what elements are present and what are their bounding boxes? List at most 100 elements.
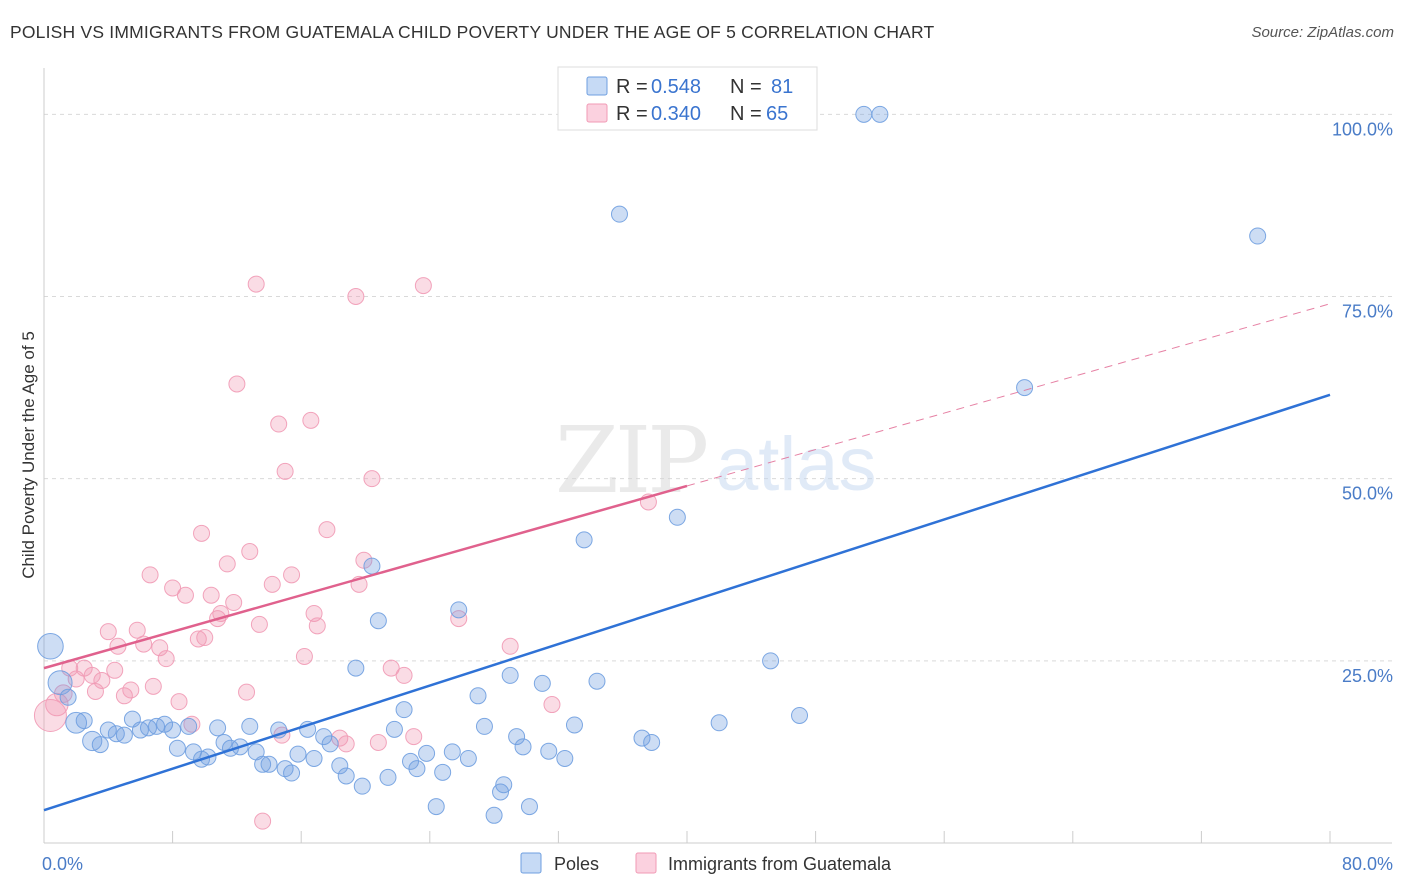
point-poles: [501, 666, 519, 684]
point-poles: [427, 798, 445, 816]
point-poles: [443, 743, 461, 761]
point-poles: [610, 205, 628, 223]
point-poles: [91, 736, 109, 754]
point-poles: [588, 672, 606, 690]
point-poles: [168, 739, 186, 757]
point-poles: [495, 776, 513, 794]
bottom-legend-swatch-guatemala: [635, 852, 657, 874]
point-guatemala: [405, 728, 423, 746]
legend-n-label-guatemala: N =: [730, 103, 762, 125]
point-guatemala: [450, 610, 468, 628]
legend-r-value-poles: 0.548: [651, 76, 701, 98]
point-poles: [459, 749, 477, 767]
point-poles: [402, 752, 420, 770]
point-guatemala: [318, 521, 336, 539]
watermark-zip: ZIP: [555, 407, 706, 514]
point-poles: [668, 508, 686, 526]
point-poles: [37, 632, 64, 660]
point-guatemala: [218, 555, 236, 573]
point-poles: [289, 745, 307, 763]
axes: [43, 68, 1392, 844]
point-poles: [540, 742, 558, 760]
legend-n-value-guatemala: 65: [766, 103, 788, 125]
point-poles: [321, 735, 339, 753]
point-guatemala: [176, 586, 194, 604]
point-guatemala: [295, 647, 313, 665]
point-guatemala: [144, 677, 162, 695]
x-tick-label-max: 80.0%: [1342, 854, 1393, 874]
y-axis-label: Child Poverty Under the Age of 5: [19, 331, 38, 579]
point-guatemala: [45, 692, 69, 717]
point-guatemala: [263, 575, 281, 593]
point-poles: [59, 688, 77, 706]
point-guatemala: [347, 288, 365, 306]
y-tick-label: 75.0%: [1342, 302, 1393, 322]
watermark: ZIP atlas: [555, 407, 877, 514]
point-poles: [260, 755, 278, 773]
point-poles: [254, 755, 272, 773]
point-poles: [99, 721, 117, 739]
legend-swatch-poles: [586, 76, 608, 96]
point-poles: [1016, 379, 1034, 397]
bottom-legend-label-guatemala: Immigrants from Guatemala: [668, 854, 892, 874]
chart-title: POLISH VS IMMIGRANTS FROM GUATEMALA CHIL…: [10, 22, 935, 42]
point-poles: [514, 738, 532, 756]
point-poles: [305, 749, 323, 767]
point-poles: [353, 777, 371, 795]
trend-line-poles: [43, 393, 1331, 812]
point-guatemala: [395, 666, 413, 684]
trend-lines: [43, 303, 1331, 812]
point-poles: [855, 105, 873, 123]
point-poles: [871, 105, 889, 123]
point-poles: [347, 659, 365, 677]
legend-n-value-poles: 81: [771, 76, 793, 98]
trend-line-guatemala-extension: [686, 303, 1331, 487]
point-guatemala: [83, 666, 101, 684]
y-tick-label: 100.0%: [1332, 119, 1393, 139]
x-tick-label-min: 0.0%: [42, 854, 83, 874]
point-guatemala: [283, 566, 301, 584]
point-poles: [643, 733, 661, 751]
point-poles: [75, 712, 93, 730]
point-guatemala: [193, 524, 211, 542]
point-guatemala: [276, 462, 294, 480]
chart-source: Source: ZipAtlas.com: [1251, 24, 1394, 41]
point-poles: [710, 714, 728, 732]
point-poles: [533, 674, 551, 692]
y-tick-label: 25.0%: [1342, 666, 1393, 686]
point-poles: [395, 701, 413, 719]
point-guatemala: [414, 277, 432, 295]
point-guatemala: [170, 693, 188, 711]
grid-lines: [44, 113, 1392, 662]
point-guatemala: [250, 615, 268, 633]
point-guatemala: [106, 661, 124, 679]
legend-r-label-guatemala: R =: [616, 103, 648, 125]
point-guatemala: [501, 637, 519, 655]
legend-swatch-guatemala: [586, 103, 608, 123]
point-poles: [520, 798, 538, 816]
trend-line-guatemala: [43, 484, 688, 670]
series-guatemala-points: [33, 275, 657, 830]
point-poles: [363, 557, 381, 575]
point-poles: [469, 687, 487, 705]
point-poles: [762, 652, 780, 670]
point-poles: [369, 612, 387, 630]
point-poles: [115, 726, 133, 744]
point-poles: [337, 767, 355, 785]
point-poles: [331, 757, 349, 775]
x-axis-ticks: [172, 831, 1331, 843]
point-guatemala: [202, 586, 220, 604]
point-poles: [434, 763, 452, 781]
watermark-atlas: atlas: [716, 422, 877, 507]
point-guatemala: [247, 275, 265, 293]
point-poles: [164, 721, 182, 739]
point-poles: [418, 744, 436, 762]
point-guatemala: [151, 639, 169, 657]
point-poles: [215, 733, 233, 751]
y-tick-label: 50.0%: [1342, 484, 1393, 504]
point-poles: [241, 717, 259, 735]
point-guatemala: [302, 411, 320, 429]
point-poles: [379, 768, 397, 786]
point-poles: [791, 706, 809, 724]
point-guatemala: [225, 594, 243, 612]
